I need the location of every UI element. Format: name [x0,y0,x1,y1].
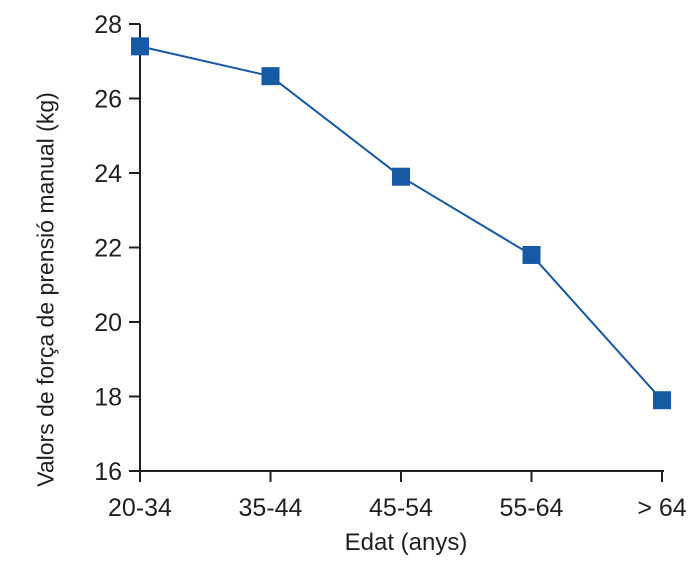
data-point-marker [392,167,410,186]
x-tick-label: 20-34 [108,494,172,522]
y-tick-label: 16 [94,458,122,486]
x-tick-label: 35-44 [239,494,303,522]
y-tick-label: 28 [94,11,122,39]
y-tick-label: 18 [94,384,122,412]
data-line [139,45,663,401]
y-tick-label: 22 [94,235,122,263]
y-tick-label: 26 [94,86,122,114]
x-axis-title: Edat (anys) [344,529,468,556]
data-point-marker [261,67,280,86]
x-tick-label: 55-64 [500,494,564,522]
y-axis-title: Valors de força de prensió manual (kg) [32,92,59,487]
data-point-marker [522,245,541,264]
x-tick-label: > 64 [637,494,686,522]
y-tick-label: 20 [94,309,122,337]
y-tick-label: 24 [94,160,122,188]
x-tick-label: 45-54 [369,494,433,522]
data-point-marker [131,37,149,56]
data-point-marker [653,391,671,410]
